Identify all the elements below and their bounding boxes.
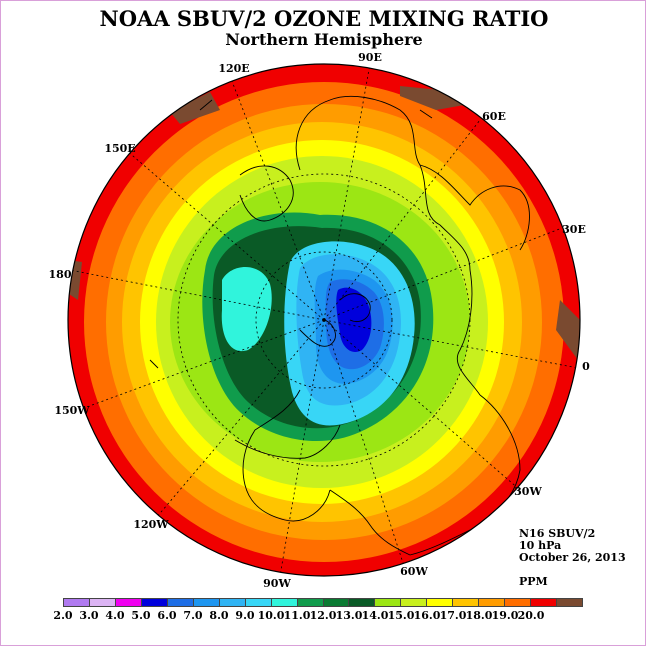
colorbar-tick-label: 14.0 xyxy=(361,609,389,622)
lon-label-180: 180 xyxy=(49,268,72,281)
colorbar-swatch xyxy=(349,599,376,606)
colorbar-swatch xyxy=(245,599,272,606)
colorbar-tick-label: 2.0 xyxy=(53,609,73,622)
date-label: October 26, 2013 xyxy=(519,551,626,564)
high-patch-ne xyxy=(400,86,470,110)
colorbar-swatch xyxy=(557,599,583,606)
colorbar-swatch xyxy=(89,599,116,606)
colorbar-swatch xyxy=(297,599,324,606)
colorbar-tick-label: 3.0 xyxy=(79,609,99,622)
colorbar-swatch xyxy=(479,599,506,606)
lon-label-150e: 150E xyxy=(104,142,135,155)
colorbar-swatch xyxy=(141,599,168,606)
lon-label-30w: 30W xyxy=(514,485,542,498)
lon-label-120e: 120E xyxy=(218,62,249,75)
colorbar-tick-label: 16.0 xyxy=(413,609,441,622)
colorbar-tick-label: 11.0 xyxy=(283,609,311,622)
colorbar-swatch xyxy=(271,599,298,606)
satellite-label: N16 SBUV/2 xyxy=(519,527,596,540)
colorbar-tick-label: 9.0 xyxy=(235,609,255,622)
colorbar-tick-label: 7.0 xyxy=(183,609,203,622)
colorbar-swatch xyxy=(427,599,454,606)
colorbar-tick-label: 15.0 xyxy=(387,609,415,622)
high-patch-e xyxy=(556,300,580,360)
colorbar-swatch xyxy=(219,599,246,606)
colorbar-tick-label: 13.0 xyxy=(335,609,363,622)
colorbar-tick-label: 18.0 xyxy=(465,609,493,622)
colorbar-tick-label: 19.0 xyxy=(491,609,519,622)
colorbar-tick-label: 8.0 xyxy=(209,609,229,622)
colorbar-tick-label: 5.0 xyxy=(131,609,151,622)
coastlines xyxy=(149,95,530,556)
colorbar-swatch xyxy=(375,599,402,606)
colorbar xyxy=(63,598,583,607)
lon-label-90w: 90W xyxy=(263,577,291,590)
colorbar-swatch xyxy=(193,599,220,606)
colorbar-swatch xyxy=(115,599,142,606)
colorbar-swatch xyxy=(64,599,90,606)
unit-label: PPM xyxy=(519,575,548,588)
band-5 xyxy=(336,287,372,353)
colorbar-tick-label: 4.0 xyxy=(105,609,125,622)
aqua-patch xyxy=(221,266,272,352)
colorbar-tick-label: 10.0 xyxy=(257,609,285,622)
chart-subtitle: Northern Hemisphere xyxy=(225,30,423,49)
colorbar-tick-label: 17.0 xyxy=(439,609,467,622)
pressure-level-label: 10 hPa xyxy=(519,539,562,552)
lon-label-60e: 60E xyxy=(482,110,506,123)
colorbar-swatch xyxy=(505,599,532,606)
colorbar-swatch xyxy=(531,599,558,606)
colorbar-tick-label: 6.0 xyxy=(157,609,177,622)
chart-title: NOAA SBUV/2 OZONE MIXING RATIO xyxy=(99,6,549,31)
map-boundary xyxy=(67,63,581,577)
lon-label-150w: 150W xyxy=(54,404,90,417)
ozone-field xyxy=(68,64,580,576)
lon-label-120w: 120W xyxy=(133,518,169,531)
colorbar-swatch xyxy=(167,599,194,606)
meridians xyxy=(69,64,579,576)
colorbar-tick-label: 12.0 xyxy=(309,609,337,622)
colorbar-swatch xyxy=(323,599,350,606)
colorbar-swatch xyxy=(401,599,428,606)
colorbar-tick-label: 20.0 xyxy=(517,609,545,622)
high-patch-nw xyxy=(170,92,220,124)
colorbar-swatch xyxy=(453,599,480,606)
lon-label-60w: 60W xyxy=(400,565,428,578)
lon-label-0: 0 xyxy=(582,360,590,373)
lon-label-90e: 90E xyxy=(358,51,382,64)
lon-label-30e: 30E xyxy=(562,223,586,236)
